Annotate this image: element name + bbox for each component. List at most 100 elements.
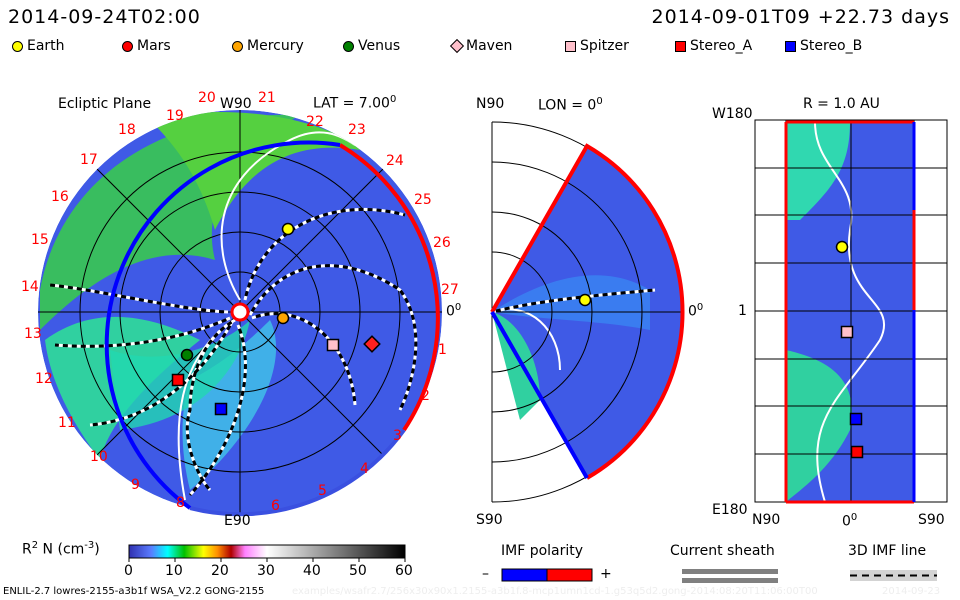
circle-marker-icon — [122, 40, 133, 52]
ecliptic-right-label: 00 — [446, 302, 462, 320]
radial-x-left: N90 — [752, 512, 781, 528]
imf-negative-swatch — [501, 568, 548, 582]
meridional-right-label: 00 — [688, 302, 704, 320]
simulation-time: 2014-09-24T02:00 — [8, 6, 201, 28]
radial-x-mid: 00 — [842, 512, 858, 530]
spitzer-marker — [326, 338, 340, 352]
legend-label: Venus — [358, 38, 401, 54]
imf-line-swatch — [850, 570, 937, 581]
earth-marker — [835, 240, 849, 254]
circle-marker-icon — [232, 40, 243, 52]
radial-top-label: W180 — [712, 106, 753, 122]
radial-x-right: S90 — [918, 512, 945, 528]
colorbar-tick-label: 10 — [165, 563, 183, 579]
legend-label: Stereo_B — [800, 38, 863, 54]
ecliptic-title: Ecliptic Plane — [58, 96, 152, 112]
carrington-label: 27 — [441, 282, 459, 298]
stereo_a-marker — [171, 373, 185, 387]
carrington-label: 11 — [58, 415, 76, 431]
carrington-label: 16 — [51, 189, 69, 205]
colorbar-label: R2 N (cm-3) — [22, 540, 100, 558]
colorbar-tick-label: 50 — [349, 563, 367, 579]
carrington-label: 25 — [414, 192, 432, 208]
run-date: 2014-09-23 — [882, 586, 941, 597]
mercury-marker — [276, 311, 290, 325]
meridional-bottom-label: S90 — [476, 512, 503, 528]
carrington-label: 10 — [90, 449, 108, 465]
legend-label: Mercury — [247, 38, 304, 54]
carrington-label: 24 — [386, 153, 404, 169]
model-info: ENLIL-2.7 lowres-2155-a3b1f WSA_V2.2 GON… — [3, 586, 265, 597]
imf-plus-label: + — [600, 566, 612, 582]
stereo_a-marker — [850, 445, 864, 459]
carrington-label: 13 — [24, 326, 42, 342]
run-path: examples/wsafr2.7/256x30x90x1.2155-a3b1f… — [292, 586, 818, 597]
earth-marker — [578, 293, 592, 307]
carrington-label: 20 — [198, 90, 216, 106]
meridional-top-label: N90 — [476, 96, 505, 112]
legend-item-earth: Earth — [12, 38, 65, 54]
square-marker-icon — [675, 40, 686, 52]
carrington-label: 8 — [176, 495, 185, 511]
meridional-lon: LON = 00 — [538, 96, 603, 114]
carrington-label: 5 — [318, 483, 327, 499]
colorbar — [128, 544, 406, 559]
carrington-label: 23 — [348, 122, 366, 138]
square-marker-icon — [785, 40, 796, 52]
square-marker-icon — [565, 40, 576, 52]
legend-label: Maven — [466, 38, 513, 54]
legend-label: Spitzer — [580, 38, 629, 54]
carrington-label: 18 — [118, 122, 136, 138]
imf-polarity-label: IMF polarity — [501, 543, 584, 559]
carrington-label: 21 — [258, 90, 276, 106]
radial-map-panel — [754, 119, 948, 504]
carrington-label: 14 — [21, 279, 39, 295]
venus-marker — [180, 348, 194, 362]
carrington-label: 17 — [80, 152, 98, 168]
carrington-label: 26 — [433, 235, 451, 251]
carrington-label: 19 — [166, 108, 184, 124]
maven-marker — [363, 335, 381, 353]
carrington-label: 1 — [438, 342, 447, 358]
negative-polarity-boundary — [104, 140, 341, 510]
carrington-label: 4 — [360, 461, 369, 477]
carrington-label: 12 — [35, 371, 53, 387]
colorbar-tick-label: 60 — [395, 563, 413, 579]
imf-3d-line-label: 3D IMF line — [848, 543, 927, 559]
colorbar-tick-label: 0 — [124, 563, 133, 579]
carrington-label: 15 — [31, 232, 49, 248]
stereo_b-marker — [214, 402, 228, 416]
legend-label: Earth — [27, 38, 65, 54]
legend-item-maven: Maven — [449, 38, 513, 54]
legend-item-mercury: Mercury — [232, 38, 304, 54]
legend-item-stereo_a: Stereo_A — [675, 38, 752, 54]
radial-bottom-label: E180 — [712, 502, 748, 518]
reference-time: 2014-09-01T09 +22.73 days — [651, 6, 950, 28]
circle-marker-icon — [12, 40, 23, 52]
sun-icon — [230, 302, 250, 322]
legend-item-stereo_b: Stereo_B — [785, 38, 862, 54]
carrington-label: 2 — [421, 388, 430, 404]
radial-title: R = 1.0 AU — [803, 96, 880, 112]
colorbar-tick-label: 30 — [257, 563, 275, 579]
legend-item-venus: Venus — [343, 38, 400, 54]
earth-marker — [281, 222, 295, 236]
spitzer-marker — [840, 325, 854, 339]
positive-polarity-boundary — [338, 143, 440, 432]
colorbar-tick-label: 20 — [211, 563, 229, 579]
ecliptic-bottom-label: E90 — [224, 513, 251, 529]
legend-item-mars: Mars — [122, 38, 171, 54]
carrington-label: 22 — [306, 114, 324, 130]
meridional-panel — [490, 121, 685, 503]
ecliptic-lat: LAT = 7.000 — [313, 94, 397, 112]
stereo_b-marker — [849, 412, 863, 426]
circle-marker-icon — [343, 40, 354, 52]
legend-item-spitzer: Spitzer — [565, 38, 629, 54]
imf-positive-swatch — [546, 568, 593, 582]
carrington-label: 6 — [271, 498, 280, 514]
carrington-label: 9 — [131, 477, 140, 493]
current-sheath-label: Current sheath — [670, 543, 775, 559]
legend-label: Mars — [137, 38, 171, 54]
radial-mid-label: 1 — [738, 303, 747, 319]
